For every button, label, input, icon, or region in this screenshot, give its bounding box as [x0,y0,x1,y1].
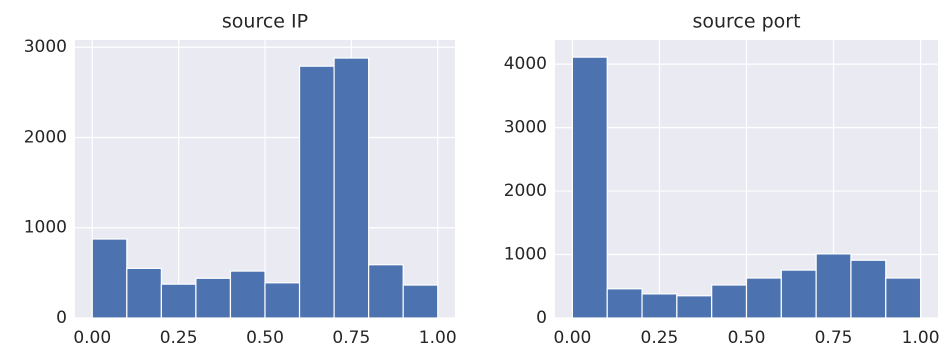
bar [402,284,439,319]
x-tick-label: 0.25 [641,328,679,348]
bar [333,57,370,319]
x-tick-label: 0.00 [553,328,591,348]
bar [368,264,404,319]
bar [745,277,782,319]
bar [91,238,128,319]
bar [676,295,713,319]
bar [298,65,335,319]
x-tick-label: 1.00 [419,328,457,348]
bar [815,253,852,319]
x-tick-label: 0.50 [246,328,284,348]
y-tick-label: 2000 [504,181,547,201]
bar [126,267,162,319]
x-tick-label: 0.25 [160,328,198,348]
y-tick-label: 4000 [504,54,547,74]
y-tick-label: 0 [536,308,547,328]
bar [850,259,887,319]
bar [641,293,678,319]
y-tick-label: 1000 [24,218,67,238]
x-tick-label: 0.50 [728,328,766,348]
y-tick-label: 2000 [24,127,67,147]
bar [780,269,817,319]
bar [711,284,748,319]
y-tick-label: 0 [56,308,67,328]
bar [885,277,922,319]
x-tick-label: 0.75 [815,328,853,348]
y-tick-label: 3000 [24,37,67,57]
chart-title: source port [692,11,800,33]
y-tick-label: 3000 [504,118,547,138]
bar [195,277,232,319]
y-tick-label: 1000 [504,245,547,265]
x-tick-label: 0.75 [332,328,370,348]
bar [160,283,197,319]
bar [229,270,266,319]
bar [571,56,608,319]
chart-title: source IP [222,11,308,33]
bar [606,288,643,319]
bar [264,282,301,319]
x-tick-label: 1.00 [902,328,940,348]
x-tick-label: 0.00 [73,328,111,348]
